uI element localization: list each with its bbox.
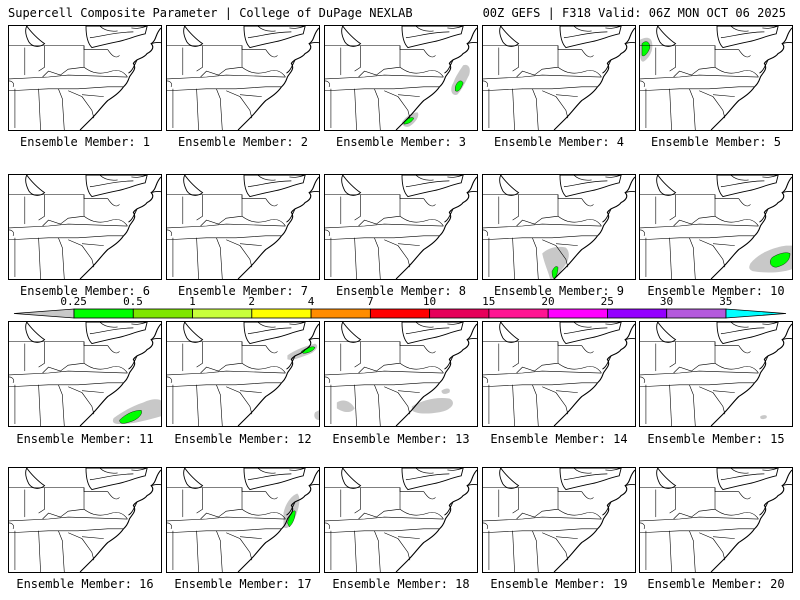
state-boundaries-map — [640, 468, 792, 572]
state-boundaries-map — [9, 468, 161, 572]
ensemble-map-11 — [8, 321, 162, 427]
state-boundaries-map — [483, 322, 635, 426]
colorbar-segment — [13, 308, 75, 319]
ensemble-member-label: Ensemble Member: 8 — [335, 284, 467, 298]
ensemble-map-13 — [324, 321, 478, 427]
ensemble-member-label: Ensemble Member: 12 — [174, 432, 312, 446]
ensemble-map-15 — [639, 321, 793, 427]
colorbar-segment — [73, 308, 134, 319]
ensemble-map-16 — [8, 467, 162, 573]
colorbar-segment — [369, 308, 431, 319]
ensemble-map-19 — [482, 467, 636, 573]
state-boundaries-map — [167, 175, 319, 279]
colorbar-tick-label: 7 — [366, 295, 374, 308]
colorbar-segment — [132, 308, 193, 319]
ensemble-map-2 — [166, 25, 320, 131]
state-boundaries-map — [167, 322, 319, 426]
colorbar-tick-label: 2 — [248, 295, 256, 308]
colorbar-tick-label: 1 — [189, 295, 196, 308]
ensemble-member-label: Ensemble Member: 1 — [19, 135, 151, 149]
ensemble-member-label: Ensemble Member: 4 — [493, 135, 625, 149]
colorbar-tick-label: 20 — [541, 295, 555, 308]
ensemble-member-label: Ensemble Member: 14 — [490, 432, 628, 446]
colorbar-segment — [251, 308, 312, 319]
state-boundaries-map — [483, 26, 635, 130]
ensemble-map-14 — [482, 321, 636, 427]
ensemble-member-label: Ensemble Member: 3 — [335, 135, 467, 149]
colorbar-segment — [666, 308, 727, 319]
colorbar-segment — [429, 308, 490, 319]
ensemble-member-label: Ensemble Member: 2 — [177, 135, 309, 149]
ensemble-member-label: Ensemble Member: 13 — [332, 432, 470, 446]
state-boundaries-map — [640, 322, 792, 426]
state-boundaries-map — [325, 175, 477, 279]
ensemble-map-9 — [482, 174, 636, 280]
colorbar-tick-label: 0.5 — [123, 295, 143, 308]
colorbar-segment — [488, 308, 549, 319]
ensemble-member-label: Ensemble Member: 19 — [490, 577, 628, 591]
ensemble-map-5 — [639, 25, 793, 131]
colorbar-segment — [310, 308, 371, 319]
state-boundaries-map — [9, 175, 161, 279]
ensemble-map-1 — [8, 25, 162, 131]
colorbar-tick-label: 4 — [307, 295, 315, 308]
ensemble-map-18 — [324, 467, 478, 573]
state-boundaries-map — [9, 26, 161, 130]
state-boundaries-map — [325, 26, 477, 130]
state-boundaries-map — [640, 175, 792, 279]
state-boundaries-map — [483, 175, 635, 279]
state-boundaries-map — [167, 26, 319, 130]
ensemble-member-label: Ensemble Member: 17 — [174, 577, 312, 591]
colorbar-segment — [192, 308, 253, 319]
state-boundaries-map — [483, 468, 635, 572]
state-boundaries-map — [640, 26, 792, 130]
colorbar-tick-label: 30 — [659, 295, 674, 308]
colorbar-tick-label: 15 — [482, 295, 496, 308]
ensemble-map-10 — [639, 174, 793, 280]
ensemble-member-label: Ensemble Member: 10 — [647, 284, 785, 298]
state-boundaries-map — [325, 322, 477, 426]
colorbar-tick-label: 35 — [719, 295, 733, 308]
ensemble-member-label: Ensemble Member: 15 — [647, 432, 785, 446]
colorbar-segment — [607, 308, 668, 319]
ensemble-map-17 — [166, 467, 320, 573]
colorbar-segment — [725, 308, 787, 319]
state-boundaries-map — [9, 322, 161, 426]
ensemble-member-label: Ensemble Member: 16 — [16, 577, 154, 591]
colorbar-tick-label: 0.25 — [60, 295, 87, 308]
colorbar-tick-label: 25 — [600, 295, 614, 308]
colorbar-tick-label: 10 — [422, 295, 437, 308]
ensemble-member-label: Ensemble Member: 20 — [647, 577, 785, 591]
ensemble-member-label: Ensemble Member: 5 — [650, 135, 782, 149]
ensemble-map-4 — [482, 25, 636, 131]
run-valid-time: 00Z GEFS | F318 Valid: 06Z MON OCT 06 20… — [482, 6, 786, 20]
ensemble-member-label: Ensemble Member: 18 — [332, 577, 470, 591]
ensemble-member-label: Ensemble Member: 6 — [19, 284, 151, 298]
ensemble-map-8 — [324, 174, 478, 280]
state-boundaries-map — [167, 468, 319, 572]
colorbar-scale — [13, 308, 787, 319]
ensemble-map-12 — [166, 321, 320, 427]
page-title: Supercell Composite Parameter | College … — [8, 6, 413, 20]
state-boundaries-map — [325, 468, 477, 572]
ensemble-member-label: Ensemble Member: 7 — [177, 284, 309, 298]
ensemble-member-label: Ensemble Member: 11 — [16, 432, 154, 446]
ensemble-map-6 — [8, 174, 162, 280]
ensemble-map-20 — [639, 467, 793, 573]
ensemble-map-7 — [166, 174, 320, 280]
colorbar-segment — [547, 308, 608, 319]
ensemble-member-label: Ensemble Member: 9 — [493, 284, 625, 298]
ensemble-map-3 — [324, 25, 478, 131]
